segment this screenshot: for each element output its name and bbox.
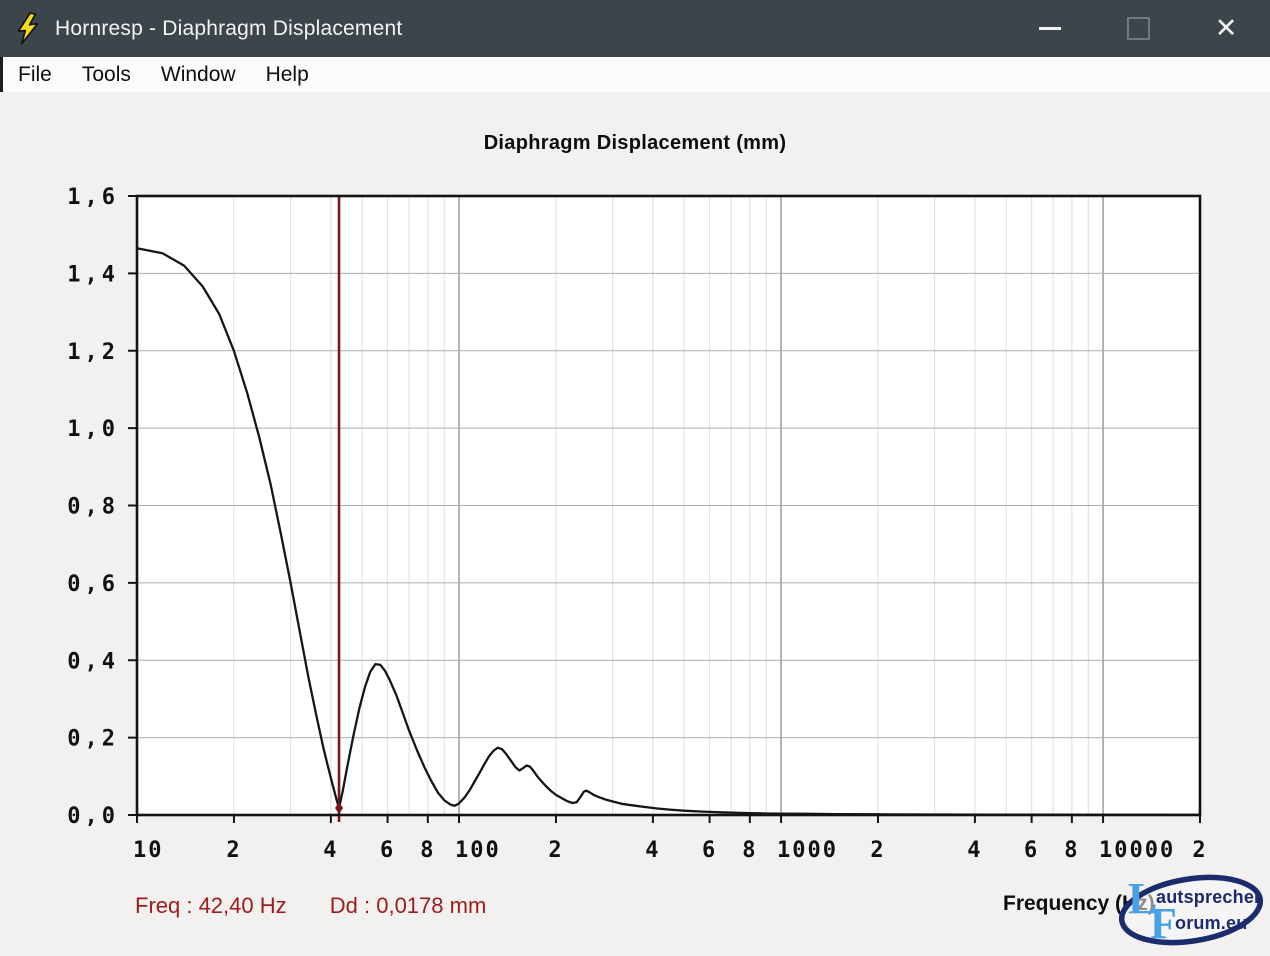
x-tick-label: 6: [702, 838, 717, 863]
menu-bar: File Tools Window Help: [0, 57, 1270, 92]
x-tick-label: 8: [420, 838, 435, 863]
x-tick-label: 8: [742, 838, 757, 863]
grid-horizontal: [137, 272, 1200, 739]
logo-word-lautsprecher: autsprecher: [1156, 887, 1262, 907]
y-tick-label: 1,0: [67, 417, 119, 442]
x-tick-label: 6: [1024, 838, 1039, 863]
maximize-button[interactable]: [1094, 0, 1182, 57]
logo-letter-f: F: [1150, 899, 1177, 948]
x-axis-label: Frequency (Hz): [1003, 892, 1155, 915]
y-tick-label: 0,8: [67, 495, 119, 520]
menu-item-help[interactable]: Help: [265, 63, 309, 86]
title-bar: Hornresp - Diaphragm Displacement ✕: [0, 0, 1270, 57]
lautsprecherforum-watermark-logo: L autsprecher F orum.eu: [1112, 864, 1270, 956]
logo-letter-l: L: [1128, 874, 1158, 923]
chart-title: Diaphragm Displacement (mm): [483, 132, 787, 154]
x-tick-label: 10000: [1099, 838, 1175, 863]
window-controls: ✕: [1006, 0, 1270, 57]
logo-word-forum-eu: orum.eu: [1175, 913, 1248, 933]
x-tick-label: 100: [455, 838, 501, 863]
close-icon: ✕: [1214, 13, 1238, 43]
y-tick-label: 1,4: [67, 262, 119, 287]
cursor-readout: Freq : 42,40 Hz Dd : 0,0178 mm: [135, 893, 486, 919]
x-tick-label: 2: [226, 838, 241, 863]
y-tick-label: 0,2: [67, 727, 119, 752]
y-tick-label: 1,2: [67, 340, 119, 365]
y-axis-ticks: 0,0 0,2 0,4 0,6 0,8 1,0 1,2 1,4 1,6: [67, 185, 137, 829]
maximize-icon: [1126, 17, 1150, 40]
x-tick-label: 2: [548, 838, 563, 863]
cursor-frequency-value: Freq : 42,40 Hz: [135, 893, 287, 918]
menu-item-window[interactable]: Window: [160, 63, 236, 86]
window-title: Hornresp - Diaphragm Displacement: [55, 16, 403, 40]
x-tick-label: 4: [645, 838, 660, 863]
y-tick-label: 0,0: [67, 804, 119, 829]
logo-ellipse: [1118, 874, 1264, 946]
x-axis-ticks: 10 2 4 6 8 100 2 4 6 8 1000 2 4 6 8 10000 2: [133, 815, 1207, 863]
x-tick-label: 1000: [777, 838, 838, 863]
menu-item-file[interactable]: File: [18, 63, 52, 86]
minimize-icon: [1039, 27, 1061, 30]
x-tick-label: 2: [870, 838, 885, 863]
x-tick-label: 4: [323, 838, 338, 863]
minimize-button[interactable]: [1006, 0, 1094, 57]
x-tick-label: 8: [1064, 838, 1079, 863]
cursor-displacement-value: Dd : 0,0178 mm: [329, 893, 487, 918]
cursor-marker: [335, 802, 344, 815]
x-tick-label: 6: [380, 838, 395, 863]
lightning-bolt-icon[interactable]: [15, 11, 41, 46]
displacement-curve: [135, 247, 1202, 817]
x-tick-label: 10: [133, 838, 164, 863]
menu-item-tools[interactable]: Tools: [81, 63, 131, 86]
chart-plot-area[interactable]: 0,00,20,40,60,81,01,21,41,610 2 4 6 8 100 2 4 6 8…: [0, 92, 1270, 956]
x-tick-label: 2: [1192, 838, 1207, 863]
y-tick-label: 1,6: [67, 185, 119, 210]
close-button[interactable]: ✕: [1182, 0, 1270, 57]
y-tick-label: 0,4: [67, 649, 119, 674]
x-tick-label: 4: [967, 838, 982, 863]
y-tick-label: 0,6: [67, 572, 119, 597]
